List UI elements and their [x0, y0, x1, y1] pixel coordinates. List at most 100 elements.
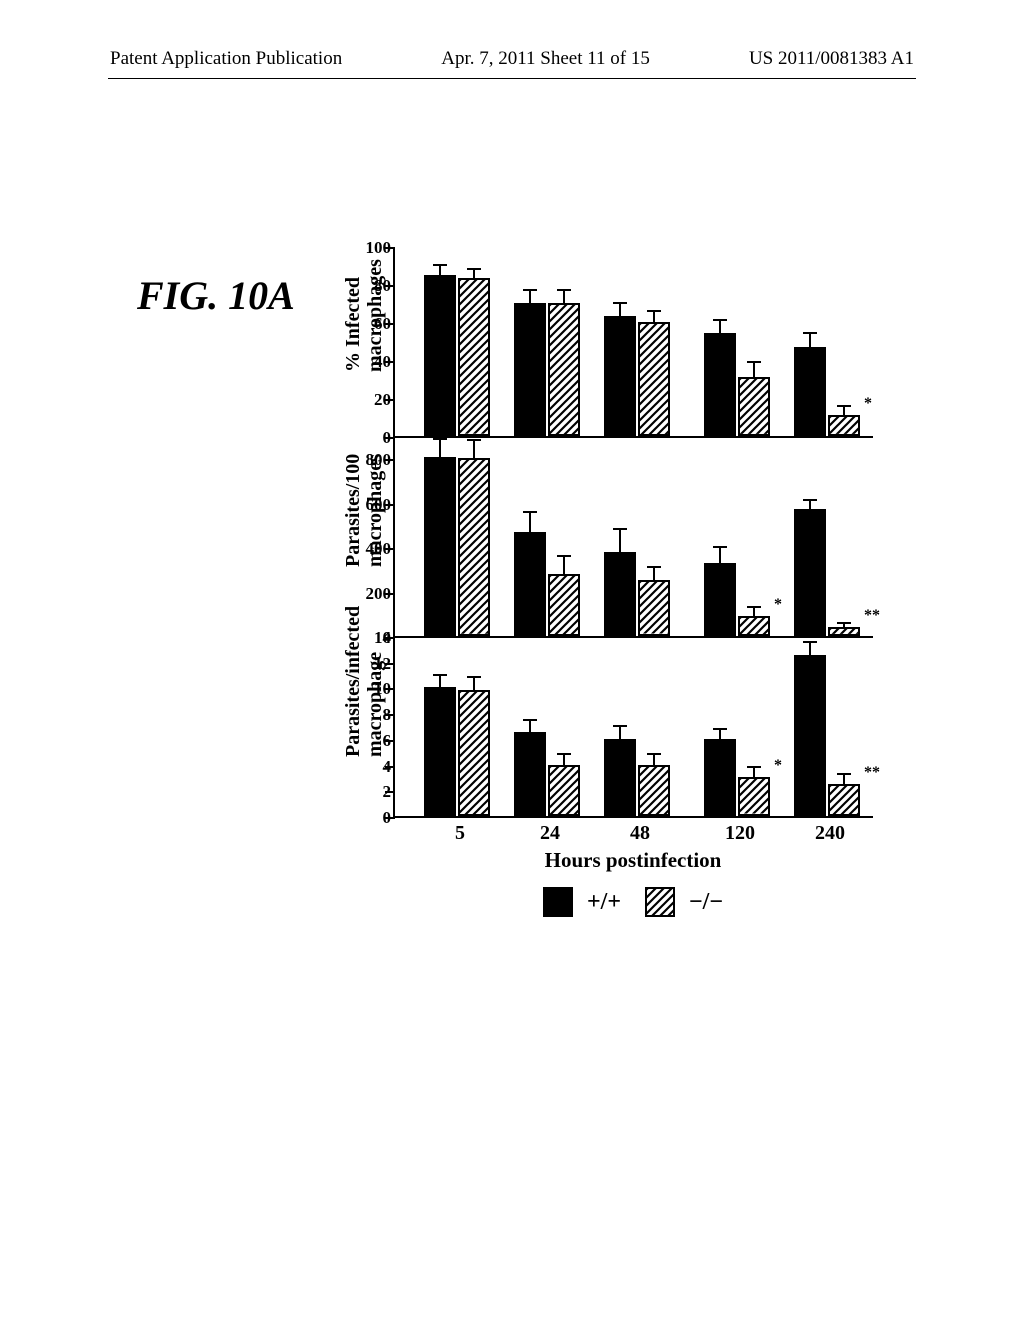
bar-ko: [458, 278, 490, 436]
error-bar: [719, 547, 721, 563]
bar-ko: [738, 777, 770, 816]
error-cap: [557, 753, 571, 755]
y-tick-label: 400: [351, 539, 391, 559]
bar-wt: [424, 687, 456, 816]
bar-wt: [514, 732, 546, 816]
panel-2: Parasites/100 macrophages 0200400600800*…: [335, 438, 915, 638]
figure-label: FIG. 10A: [137, 272, 295, 319]
bar-wt: [794, 347, 826, 436]
error-bar: [563, 290, 565, 303]
error-bar: [753, 767, 755, 777]
error-cap: [713, 319, 727, 321]
error-bar: [563, 754, 565, 764]
error-cap: [523, 719, 537, 721]
panel-3: Parasites/infected macrophage 0246810121…: [335, 638, 915, 818]
significance-marker: *: [774, 757, 782, 775]
bar-wt: [424, 457, 456, 636]
error-bar: [843, 774, 845, 784]
y-tick-label: 14: [351, 628, 391, 648]
error-cap: [613, 528, 627, 530]
error-cap: [803, 641, 817, 643]
y-tick-label: 600: [351, 495, 391, 515]
y-tick-label: 100: [351, 238, 391, 258]
bar-wt: [704, 739, 736, 816]
page-header: Patent Application Publication Apr. 7, 2…: [0, 48, 1024, 70]
error-bar: [843, 406, 845, 416]
error-bar: [439, 265, 441, 275]
error-cap: [647, 566, 661, 568]
error-bar: [529, 290, 531, 303]
bar-ko: [638, 765, 670, 816]
y-tick-label: 80: [351, 276, 391, 296]
significance-marker: *: [774, 596, 782, 614]
bar-wt: [604, 739, 636, 816]
error-bar: [619, 726, 621, 739]
error-cap: [613, 725, 627, 727]
error-bar: [809, 333, 811, 346]
y-tick-label: 10: [351, 679, 391, 699]
error-bar: [473, 677, 475, 690]
significance-marker: **: [864, 607, 880, 625]
legend: +/+ −/−: [393, 887, 873, 917]
plot-area-2: 0200400600800***: [393, 438, 873, 638]
plot-area-1: 020406080100*: [393, 248, 873, 438]
legend-label-ko: −/−: [689, 889, 723, 916]
bar-ko: [738, 377, 770, 436]
plot-area-3: 02468101214***: [393, 638, 873, 818]
header-center: Apr. 7, 2011 Sheet 11 of 15: [441, 48, 650, 70]
bar-wt: [514, 532, 546, 636]
y-tick-label: 4: [351, 757, 391, 777]
error-bar: [439, 439, 441, 457]
error-cap: [613, 302, 627, 304]
error-cap: [837, 405, 851, 407]
error-cap: [837, 773, 851, 775]
legend-swatch-solid: [543, 887, 573, 917]
error-bar: [809, 642, 811, 655]
legend-swatch-hatched: [645, 887, 675, 917]
bar-ko: [458, 458, 490, 636]
x-tick-label: 120: [715, 822, 765, 845]
error-bar: [653, 311, 655, 322]
header-rule: [108, 78, 916, 79]
bar-wt: [604, 552, 636, 636]
y-tick-label: 8: [351, 705, 391, 725]
bar-wt: [704, 333, 736, 436]
error-bar: [753, 362, 755, 377]
bar-wt: [424, 275, 456, 437]
error-cap: [747, 606, 761, 608]
error-bar: [473, 269, 475, 279]
error-bar: [619, 529, 621, 551]
bar-ko: [638, 322, 670, 436]
error-cap: [647, 753, 661, 755]
y-tick-label: 0: [351, 808, 391, 828]
error-cap: [523, 511, 537, 513]
bar-ko: [548, 574, 580, 636]
y-tick-label: 200: [351, 584, 391, 604]
error-cap: [557, 289, 571, 291]
error-cap: [557, 555, 571, 557]
error-cap: [523, 289, 537, 291]
bar-ko: [638, 580, 670, 636]
bar-wt: [794, 655, 826, 816]
error-bar: [653, 567, 655, 580]
bar-ko: [828, 784, 860, 816]
bar-wt: [794, 509, 826, 636]
legend-item-wt: +/+: [543, 887, 621, 917]
y-tick-label: 800: [351, 450, 391, 470]
error-cap: [803, 332, 817, 334]
x-tick-label: 48: [615, 822, 665, 845]
error-cap: [467, 439, 481, 441]
legend-item-ko: −/−: [645, 887, 723, 917]
error-bar: [809, 500, 811, 509]
error-cap: [713, 546, 727, 548]
error-bar: [439, 675, 441, 688]
header-left: Patent Application Publication: [110, 48, 342, 70]
y-tick-label: 12: [351, 654, 391, 674]
y-tick-label: 40: [351, 352, 391, 372]
x-axis-title: Hours postinfection: [393, 848, 873, 873]
chart-stack: % Infected macrophages 020406080100* Par…: [335, 248, 915, 917]
x-tick-label: 240: [805, 822, 855, 845]
panel-1: % Infected macrophages 020406080100*: [335, 248, 915, 438]
y-tick-label: 2: [351, 782, 391, 802]
error-cap: [433, 674, 447, 676]
